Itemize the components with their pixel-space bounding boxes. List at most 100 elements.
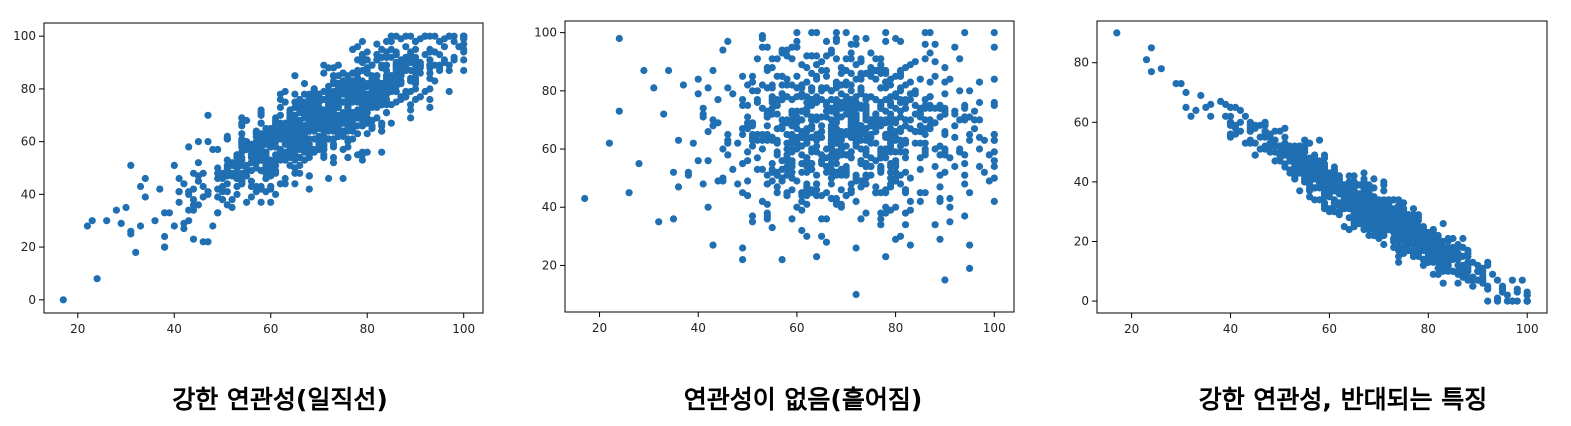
scatter-point — [127, 161, 135, 169]
scatter-point — [238, 138, 246, 146]
scatter-point — [818, 96, 826, 104]
scatter-point — [704, 203, 712, 211]
scatter-point — [990, 162, 998, 171]
scatter-point — [827, 194, 836, 203]
scatter-point — [1226, 103, 1235, 111]
scatter-point — [252, 132, 260, 140]
scatter-point — [842, 66, 850, 75]
x-tick-label: 60 — [1322, 322, 1337, 336]
scatter-point — [329, 159, 338, 167]
scatter-point — [1311, 151, 1319, 159]
scatter-point — [1474, 267, 1482, 275]
scatter-point — [209, 222, 217, 230]
scatter-point — [926, 116, 934, 124]
scatter-point — [238, 169, 246, 177]
scatter-point — [674, 136, 683, 144]
scatter-point — [926, 125, 934, 133]
scatter-point — [1459, 243, 1467, 251]
scatter-point — [862, 136, 870, 144]
scatter-point — [354, 130, 362, 138]
scatter-point — [793, 125, 801, 133]
scatter-point — [734, 139, 742, 147]
scatter-point — [783, 145, 791, 153]
scatter-point — [862, 162, 870, 171]
scatter-point — [358, 109, 366, 117]
scatter-point — [1380, 240, 1388, 249]
scatter-point — [862, 209, 870, 217]
scatter-point — [896, 84, 905, 92]
scatter-point — [837, 200, 845, 208]
scatter-point — [813, 61, 821, 69]
scatter-point — [694, 157, 702, 165]
scatter-point — [744, 113, 752, 121]
scatter-point — [243, 161, 251, 169]
scatter-point — [837, 90, 845, 98]
scatter-point — [151, 217, 159, 225]
scatter-point — [291, 156, 299, 164]
scatter-point — [857, 75, 865, 83]
y-tick-label: 40 — [21, 187, 36, 201]
scatter-point — [281, 119, 289, 127]
scatter-point — [798, 226, 806, 235]
scatter-point — [896, 66, 905, 75]
scatter-point — [431, 32, 439, 40]
scatter-point — [305, 172, 313, 180]
scatter-point — [320, 109, 328, 117]
y-tick-label: 60 — [21, 135, 36, 149]
scatter-point — [325, 135, 333, 143]
scatter-point — [837, 104, 845, 112]
scatter-point — [59, 296, 67, 304]
scatter-point — [813, 75, 821, 83]
scatter-point — [872, 125, 880, 133]
chart-panel-no-correlation: 20 40 60 80 100 20 40 60 80 100 연관성이 없음(흩어짐) — [534, 20, 1015, 414]
scatter-point — [763, 122, 771, 130]
scatter-point — [1434, 270, 1442, 278]
scatter-point — [916, 197, 924, 205]
scatter-point — [189, 235, 198, 243]
scatter-point — [325, 174, 333, 183]
scatter-point — [141, 174, 149, 183]
scatter-point — [416, 58, 424, 67]
scatter-point — [852, 40, 860, 48]
scatter-point — [185, 217, 193, 225]
scatter-point — [1360, 169, 1368, 177]
scatter-point — [387, 119, 395, 127]
scatter-point — [136, 222, 145, 230]
scatter-point — [1320, 163, 1329, 171]
scatter-point — [1236, 118, 1244, 126]
scatter-point — [763, 180, 771, 188]
scatter-point — [189, 196, 198, 204]
scatter-point — [862, 151, 870, 159]
scatter-point — [223, 201, 231, 209]
scatter-point — [1395, 231, 1403, 240]
scatter-point — [758, 43, 767, 51]
scatter-point — [1311, 184, 1319, 192]
scatter-point — [445, 87, 453, 96]
scatter-point — [1350, 172, 1358, 180]
scatter-point — [719, 46, 727, 54]
scatter-point — [892, 157, 900, 165]
scatter-point — [990, 75, 998, 83]
scatter-point — [112, 206, 120, 214]
scatter-point — [827, 160, 836, 168]
scatter-point — [778, 72, 786, 80]
scatter-point — [798, 130, 806, 139]
scatter-point — [382, 72, 391, 80]
scatter-point — [1315, 196, 1324, 204]
scatter-point — [773, 183, 781, 191]
scatter-point — [276, 103, 284, 111]
scatter-point — [852, 197, 860, 205]
y-tick-label: 20 — [1074, 234, 1089, 248]
scatter-point — [325, 98, 333, 106]
scatter-point — [334, 90, 342, 98]
scatter-point — [975, 133, 984, 141]
scatter-point — [407, 74, 415, 82]
scatter-point — [961, 28, 969, 37]
scatter-point — [808, 125, 816, 133]
scatter-point — [267, 198, 275, 206]
scatter-point — [175, 188, 183, 196]
scatter-point — [882, 78, 890, 86]
scatter-point — [808, 160, 816, 168]
scatter-point — [640, 66, 648, 75]
scatter-point — [872, 110, 880, 118]
